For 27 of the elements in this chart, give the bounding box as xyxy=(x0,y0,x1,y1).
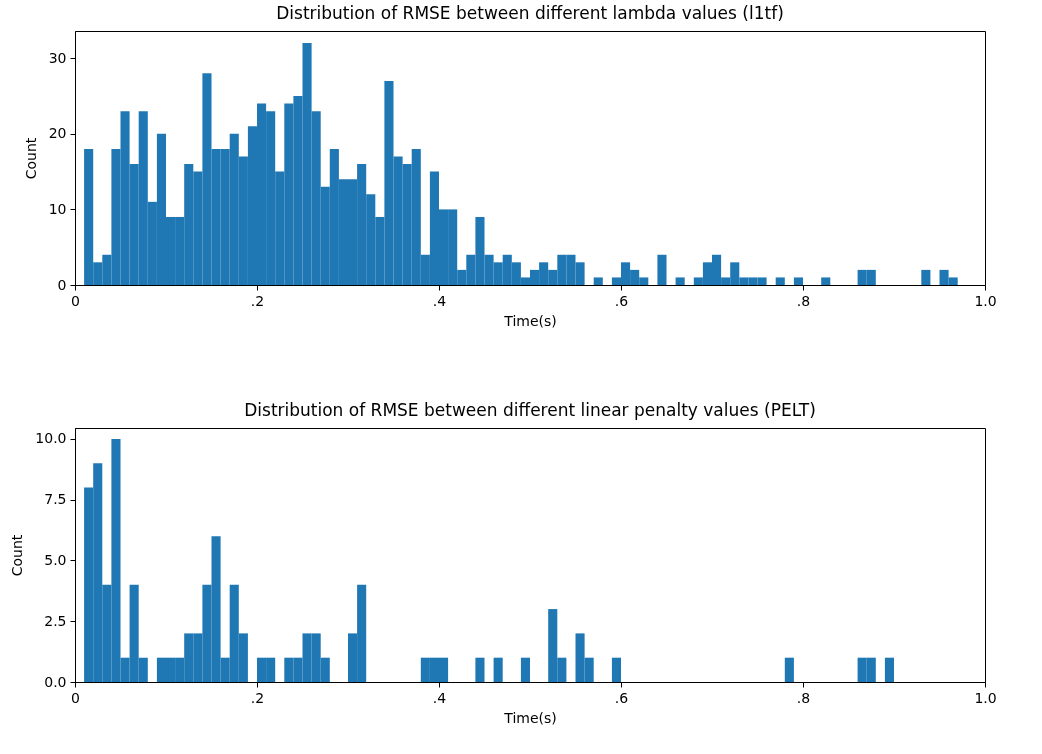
chart-title: Distribution of RMSE between different lambda values (l1tf) xyxy=(276,3,784,23)
y-tick-label: 7.5 xyxy=(44,491,67,508)
x-tick-label: .2 xyxy=(250,689,265,706)
x-tick-label: .8 xyxy=(796,689,811,706)
x-tick-label: 0 xyxy=(71,292,80,309)
x-axis-title: Time(s) xyxy=(503,312,557,329)
x-tick-label: .4 xyxy=(432,689,447,706)
y-tick-label: 10.0 xyxy=(35,430,67,447)
chart-title: Distribution of RMSE between different linear penalty values (PELT) xyxy=(244,400,816,420)
y-tick-label: 10 xyxy=(48,200,67,217)
x-tick-label: 1.0 xyxy=(974,689,997,706)
x-tick-label: .4 xyxy=(432,292,447,309)
x-axis-title: Time(s) xyxy=(503,709,557,726)
y-axis-title: Count xyxy=(9,534,26,577)
x-tick-label: .8 xyxy=(796,292,811,309)
x-tick-label: .2 xyxy=(250,292,265,309)
x-tick-label: 0 xyxy=(71,689,80,706)
x-tick-label: 1.0 xyxy=(974,292,997,309)
y-tick-label: 0 xyxy=(57,276,67,293)
x-tick-label: .6 xyxy=(614,689,629,706)
y-tick-label: 2.5 xyxy=(44,612,67,629)
y-tick-label: 20 xyxy=(48,125,67,142)
y-axis-title: Count xyxy=(22,137,39,180)
y-tick-label: 30 xyxy=(48,49,67,66)
y-tick-label: 5.0 xyxy=(44,551,67,568)
y-tick-label: 0.0 xyxy=(44,673,67,690)
x-tick-label: .6 xyxy=(614,292,629,309)
